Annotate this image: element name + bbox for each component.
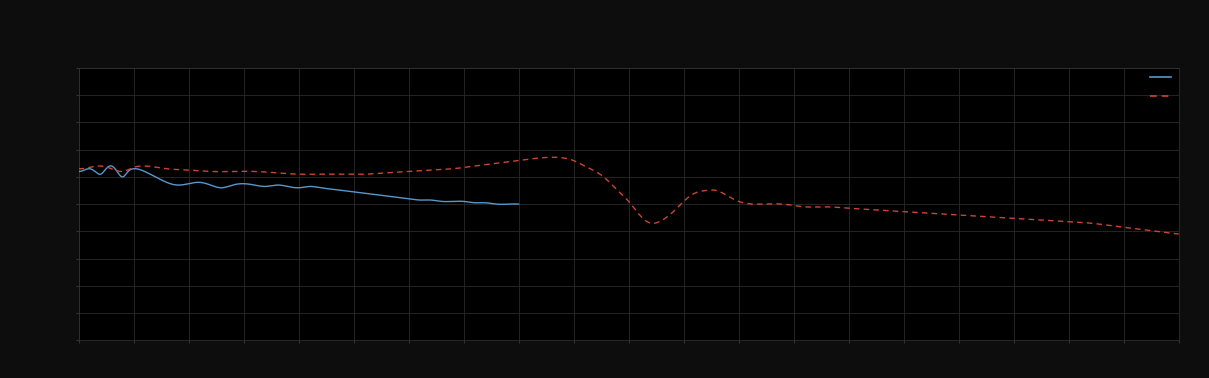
Legend: , : , — [1150, 73, 1174, 102]
